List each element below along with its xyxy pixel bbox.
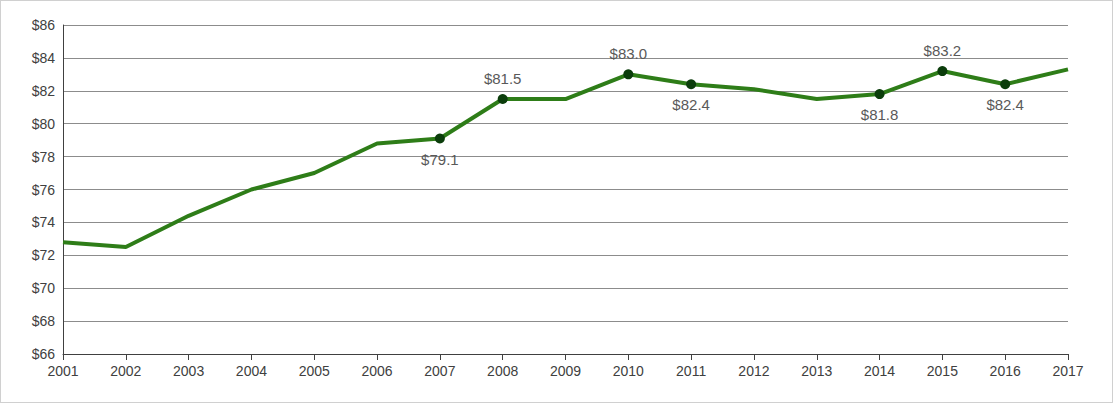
svg-text:2014: 2014 [864, 363, 895, 379]
svg-text:$81.8: $81.8 [861, 106, 899, 123]
svg-text:$68: $68 [32, 313, 56, 329]
svg-text:2007: 2007 [424, 363, 455, 379]
svg-text:2015: 2015 [927, 363, 958, 379]
svg-text:2004: 2004 [236, 363, 267, 379]
svg-text:$70: $70 [32, 280, 56, 296]
svg-text:2006: 2006 [361, 363, 392, 379]
svg-text:$79.1: $79.1 [421, 151, 459, 168]
svg-text:2016: 2016 [990, 363, 1021, 379]
svg-text:2012: 2012 [738, 363, 769, 379]
svg-text:$80: $80 [32, 116, 56, 132]
svg-text:2009: 2009 [550, 363, 581, 379]
svg-text:$66: $66 [32, 346, 56, 362]
svg-text:$82.4: $82.4 [986, 96, 1024, 113]
svg-text:2008: 2008 [487, 363, 518, 379]
svg-text:$83.2: $83.2 [924, 42, 962, 59]
svg-text:2010: 2010 [613, 363, 644, 379]
svg-text:2001: 2001 [47, 363, 78, 379]
svg-text:$74: $74 [32, 214, 56, 230]
svg-text:2011: 2011 [676, 363, 706, 379]
svg-text:2002: 2002 [110, 363, 141, 379]
svg-text:2003: 2003 [173, 363, 204, 379]
svg-text:2005: 2005 [299, 363, 330, 379]
svg-text:$82: $82 [32, 83, 56, 99]
svg-text:$82.4: $82.4 [672, 96, 710, 113]
svg-text:2013: 2013 [801, 363, 832, 379]
svg-text:$78: $78 [32, 149, 56, 165]
svg-text:$81.5: $81.5 [484, 70, 522, 87]
svg-text:$83.0: $83.0 [610, 45, 648, 62]
svg-text:$86: $86 [32, 17, 56, 33]
svg-text:2017: 2017 [1052, 363, 1083, 379]
svg-text:$76: $76 [32, 182, 56, 198]
svg-text:$72: $72 [32, 247, 56, 263]
svg-text:$84: $84 [32, 50, 56, 66]
